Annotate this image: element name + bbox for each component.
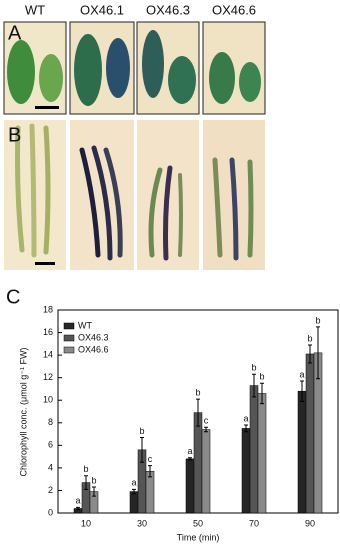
y-tick-label: 10 <box>43 395 53 405</box>
bar <box>297 390 307 514</box>
significance-label: c <box>148 454 153 464</box>
y-axis-label: Chlorophyll conc. (μmol g⁻¹ FW) <box>18 348 28 477</box>
significance-label: b <box>83 464 88 474</box>
error-bar <box>300 380 304 402</box>
error-bar <box>252 373 256 398</box>
significance-label: b <box>91 475 96 485</box>
legend-swatch <box>63 346 75 354</box>
bar <box>145 471 155 514</box>
bar <box>193 412 203 514</box>
column-label: OX46.3 <box>146 2 190 17</box>
error-bar <box>148 465 152 478</box>
panel-label: B <box>8 124 21 146</box>
error-bar <box>308 344 312 364</box>
y-tick-label: 4 <box>48 462 53 472</box>
photos-b <box>4 120 265 270</box>
y-tick-label: 16 <box>43 327 53 337</box>
x-tick-label: 10 <box>81 518 91 528</box>
bar <box>201 429 211 514</box>
column-label: WT <box>25 2 45 17</box>
significance-label: b <box>315 315 320 325</box>
legend-label: OX46.3 <box>78 332 109 342</box>
x-tick-label: 70 <box>249 518 259 528</box>
legend-label: WT <box>78 320 92 330</box>
panel-label: A <box>8 22 22 44</box>
y-tick-label: 0 <box>48 507 53 517</box>
column-label: OX46.1 <box>80 2 124 17</box>
error-bar <box>260 382 264 405</box>
bar <box>249 385 259 514</box>
significance-label: c <box>204 416 209 426</box>
x-tick-label: 90 <box>305 518 315 528</box>
y-tick-label: 6 <box>48 440 53 450</box>
bar <box>305 353 315 514</box>
bar <box>129 491 139 514</box>
bar <box>185 458 195 514</box>
error-bar <box>132 488 136 495</box>
significance-label: b <box>251 363 256 373</box>
error-bar <box>196 398 200 427</box>
x-tick-label: 30 <box>137 518 147 528</box>
error-bar <box>316 326 320 380</box>
error-bar <box>140 436 144 463</box>
legend-swatch <box>63 334 75 342</box>
significance-label: b <box>259 372 264 382</box>
error-bar <box>244 424 248 433</box>
significance-label: b <box>307 333 312 343</box>
error-bar <box>92 486 96 497</box>
y-tick-label: 18 <box>43 304 53 314</box>
legend-label: OX46.6 <box>78 344 109 354</box>
significance-label: a <box>187 446 192 456</box>
significance-label: a <box>131 478 136 488</box>
y-tick-label: 12 <box>43 372 53 382</box>
y-tick-label: 2 <box>48 485 53 495</box>
significance-label: a <box>243 413 248 423</box>
error-bar <box>76 506 80 511</box>
error-bar <box>204 426 208 433</box>
significance-label: b <box>195 387 200 397</box>
panel-label: C <box>6 286 20 308</box>
significance-label: a <box>75 496 80 506</box>
column-label: OX46.6 <box>212 2 256 17</box>
y-tick-label: 8 <box>48 417 53 427</box>
bar <box>241 428 251 514</box>
y-tick-label: 14 <box>43 349 53 359</box>
error-bar <box>188 457 192 461</box>
photos-a <box>3 21 266 115</box>
error-bar <box>84 475 88 490</box>
x-tick-label: 50 <box>193 518 203 528</box>
significance-label: a <box>299 369 304 379</box>
legend-swatch <box>63 322 75 330</box>
significance-label: b <box>139 426 144 436</box>
x-axis-label: Time (min) <box>177 532 220 542</box>
bar <box>257 393 267 514</box>
